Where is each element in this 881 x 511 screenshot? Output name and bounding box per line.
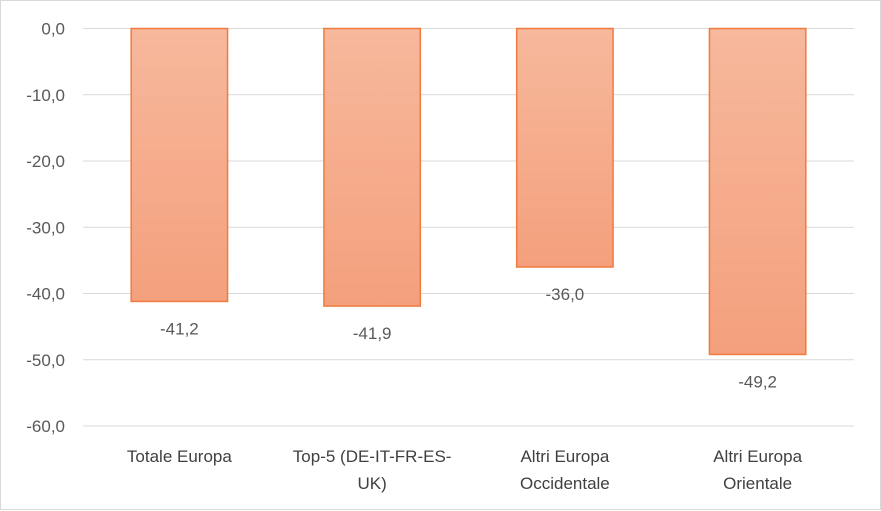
data-label: -41,2 — [160, 319, 199, 338]
bar — [130, 27, 229, 303]
y-tick-label: -10,0 — [26, 86, 65, 105]
data-label: -49,2 — [738, 372, 777, 391]
y-tick-label: -30,0 — [26, 218, 65, 237]
bar — [708, 27, 807, 356]
x-category-label: Top-5 (DE-IT-FR-ES- — [293, 447, 452, 466]
y-tick-label: 0,0 — [41, 20, 65, 39]
data-label: -41,9 — [353, 324, 392, 343]
x-category-label: Totale Europa — [127, 447, 232, 466]
data-label: -36,0 — [546, 285, 585, 304]
y-tick-label: -20,0 — [26, 152, 65, 171]
x-category-label: Altri Europa — [713, 447, 802, 466]
y-tick-label: -40,0 — [26, 285, 65, 304]
y-tick-label: -50,0 — [26, 351, 65, 370]
bar — [323, 27, 422, 307]
bar — [515, 27, 614, 268]
x-category-label: Occidentale — [520, 474, 610, 493]
x-category-label: UK) — [357, 474, 386, 493]
x-category-label: Altri Europa — [520, 447, 609, 466]
x-category-label: Orientale — [723, 474, 792, 493]
y-tick-label: -60,0 — [26, 417, 65, 436]
